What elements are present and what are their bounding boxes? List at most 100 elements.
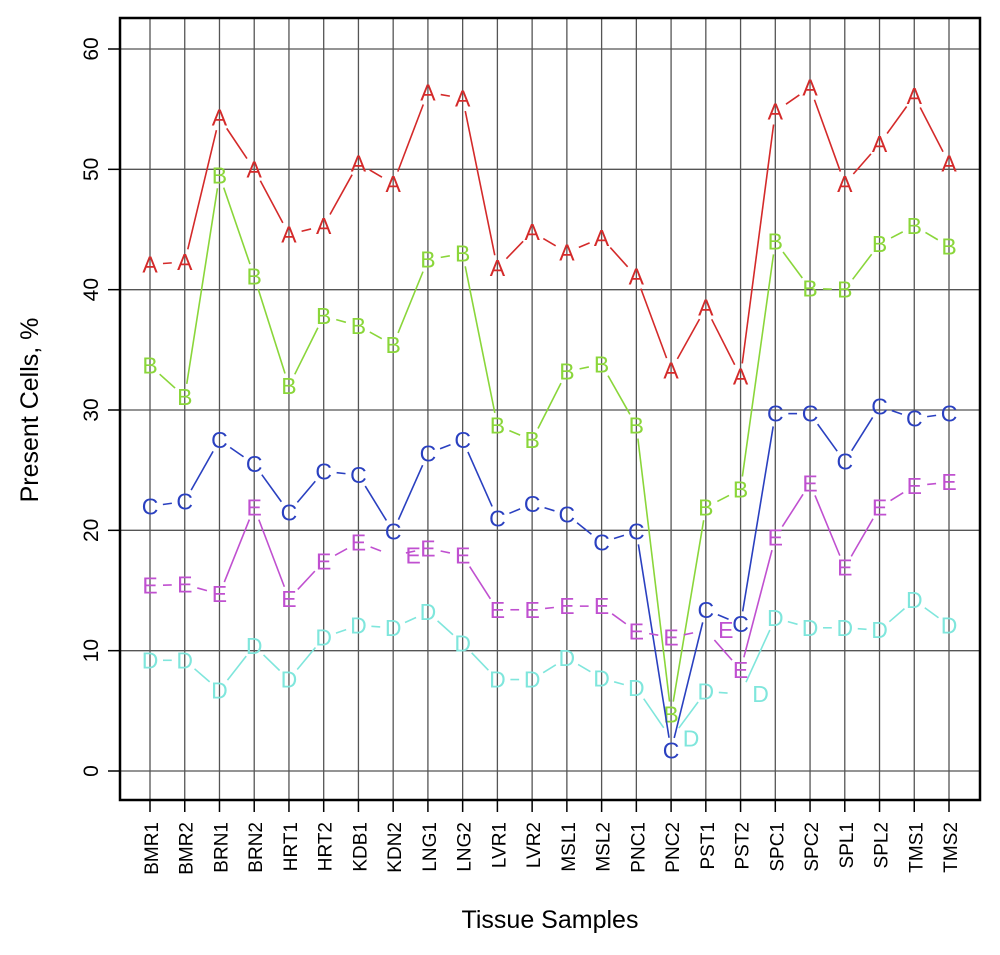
data-point-marker: C: [767, 401, 784, 427]
data-point-marker: A: [802, 75, 818, 101]
y-axis-label: Present Cells, %: [16, 318, 44, 503]
series-line-segment: [187, 188, 218, 384]
series-line-segment: [887, 106, 907, 133]
series-line-segment: [371, 626, 380, 627]
data-point-marker: A: [316, 213, 332, 239]
series-line-segment: [297, 481, 315, 502]
y-tick-label: 10: [80, 639, 103, 662]
y-tick-label: 30: [80, 398, 103, 421]
data-point-marker: E: [872, 494, 887, 520]
data-point-marker: A: [524, 219, 540, 245]
y-tick-label: 60: [80, 37, 103, 60]
series-line-segment: [614, 682, 624, 685]
data-point-marker: C: [941, 401, 958, 427]
series-line-segment: [336, 320, 346, 323]
series-line-segment: [815, 495, 840, 555]
series-line-segment: [440, 445, 450, 449]
data-point-marker: A: [733, 363, 749, 389]
data-point-marker: D: [246, 633, 263, 659]
data-point-marker: A: [386, 171, 402, 197]
data-point-marker: B: [351, 313, 366, 339]
data-point-marker: A: [663, 357, 679, 383]
y-tick-label: 40: [80, 278, 103, 301]
data-point-marker: D: [906, 587, 923, 613]
series-line-segment: [743, 426, 774, 611]
series-line-segment: [365, 486, 386, 520]
data-point-marker: C: [350, 462, 367, 488]
x-tick-label: PNC1: [628, 822, 649, 873]
series-line-segment: [927, 484, 936, 485]
series-line-segment: [543, 239, 555, 246]
x-tick-label: TMS2: [941, 822, 962, 873]
data-point-marker: B: [281, 373, 296, 399]
series-line-segment: [224, 520, 249, 583]
series-line-segment: [712, 319, 735, 364]
data-point-marker: C: [211, 427, 228, 453]
series-line-segment: [260, 181, 282, 223]
x-tick-label: BRN1: [211, 822, 232, 873]
data-point-marker: C: [142, 493, 159, 519]
x-axis-label: Tissue Samples: [462, 906, 639, 934]
data-point-marker: E: [663, 624, 678, 650]
data-point-marker: C: [836, 449, 853, 475]
data-point-marker: D: [871, 617, 888, 643]
data-point-marker: A: [177, 249, 193, 275]
series-line-segment: [160, 374, 175, 388]
data-point-marker: D: [176, 647, 193, 673]
data-point-marker: C: [420, 440, 437, 466]
x-tick-label: HRT2: [316, 822, 337, 871]
y-tick-label: 50: [80, 158, 103, 181]
series-line-segment: [543, 665, 556, 673]
data-point-marker: E: [802, 470, 817, 496]
series-line-segment: [920, 107, 943, 151]
series-line-segment: [612, 614, 626, 624]
data-point-marker: C: [489, 505, 506, 531]
series-line-segment: [336, 630, 346, 634]
data-point-marker: D: [281, 667, 298, 693]
data-point-marker: C: [246, 451, 263, 477]
series-line-segment: [925, 232, 937, 239]
series-line-segment: [258, 289, 285, 374]
data-point-marker: A: [281, 221, 297, 247]
series-line-segment: [858, 629, 867, 630]
data-point-marker: B: [142, 352, 157, 378]
data-point-marker: C: [628, 519, 645, 545]
series-line-segment: [398, 465, 422, 519]
series-line-segment: [545, 607, 554, 608]
series-line-segment: [224, 188, 250, 264]
series-line-segment: [335, 549, 347, 556]
x-tick-label: LNG2: [455, 822, 476, 872]
data-point-marker: A: [490, 255, 506, 281]
data-point-marker: E: [420, 535, 435, 561]
series-line-segment: [891, 232, 903, 238]
series-line-segment: [441, 551, 450, 553]
data-point-marker: B: [907, 213, 922, 239]
data-point-marker: D: [559, 645, 576, 671]
data-point-marker: B: [872, 231, 887, 257]
x-tick-label: MSL1: [559, 822, 580, 872]
x-tick-label: PST1: [698, 822, 719, 870]
x-tick-label: MSL2: [594, 822, 615, 872]
x-tick-label: TMS1: [906, 822, 927, 873]
series-line-segment: [509, 431, 520, 435]
data-point-marker: E: [281, 586, 296, 612]
x-tick-label: BMR2: [177, 822, 198, 875]
data-point-marker: E: [142, 573, 157, 599]
x-tick-label: LNG1: [420, 822, 441, 872]
series-line-segment: [262, 475, 282, 502]
data-point-marker: A: [698, 295, 714, 321]
x-tick-label: SPC2: [802, 822, 823, 872]
data-point-marker: E: [316, 549, 331, 575]
data-point-marker: D: [454, 630, 471, 656]
series-line-segment: [371, 547, 381, 551]
series-line-segment: [649, 634, 658, 636]
series-line-segment: [744, 550, 772, 657]
series-line-segment: [577, 523, 591, 534]
data-point-marker: E: [212, 581, 227, 607]
x-tick-label: PST2: [733, 822, 754, 870]
data-point-marker: D: [836, 615, 853, 641]
x-tick-label: LVR2: [524, 822, 545, 868]
